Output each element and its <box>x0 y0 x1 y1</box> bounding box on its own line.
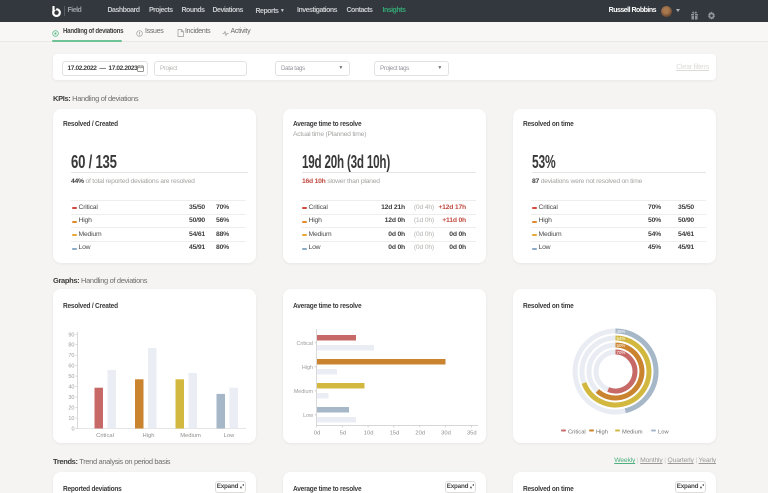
svg-text:80: 80 <box>68 343 74 349</box>
svg-text:0d: 0d <box>314 431 320 437</box>
svg-text:45%: 45% <box>617 329 626 334</box>
svg-text:20: 20 <box>68 406 74 412</box>
svg-text:50: 50 <box>68 374 74 380</box>
svg-text:15d: 15d <box>390 431 400 437</box>
svg-text:Low: Low <box>658 430 669 436</box>
svg-text:90: 90 <box>68 332 74 338</box>
svg-text:35d: 35d <box>467 431 477 437</box>
svg-text:Medium: Medium <box>622 430 643 436</box>
svg-text:30: 30 <box>68 395 74 401</box>
svg-text:Medium: Medium <box>180 433 201 439</box>
svg-text:40: 40 <box>68 385 74 391</box>
svg-text:Critical: Critical <box>568 430 586 436</box>
svg-text:10: 10 <box>68 416 74 422</box>
svg-text:0: 0 <box>71 427 74 433</box>
svg-text:Critical: Critical <box>96 433 114 439</box>
svg-text:30d: 30d <box>441 431 451 437</box>
svg-text:70%: 70% <box>617 350 626 355</box>
svg-text:5d: 5d <box>340 431 346 437</box>
svg-text:High: High <box>596 430 608 436</box>
svg-text:54%: 54% <box>617 336 626 341</box>
svg-text:High: High <box>143 433 155 439</box>
svg-text:Low: Low <box>303 413 313 419</box>
svg-text:60: 60 <box>68 364 74 370</box>
svg-text:20d: 20d <box>415 431 425 437</box>
svg-text:50%: 50% <box>617 343 626 348</box>
svg-text:Critical: Critical <box>297 341 313 347</box>
svg-text:Medium: Medium <box>294 389 314 395</box>
svg-text:Low: Low <box>224 433 235 439</box>
svg-text:70: 70 <box>68 353 74 359</box>
svg-text:High: High <box>302 365 313 371</box>
svg-text:10d: 10d <box>364 431 374 437</box>
